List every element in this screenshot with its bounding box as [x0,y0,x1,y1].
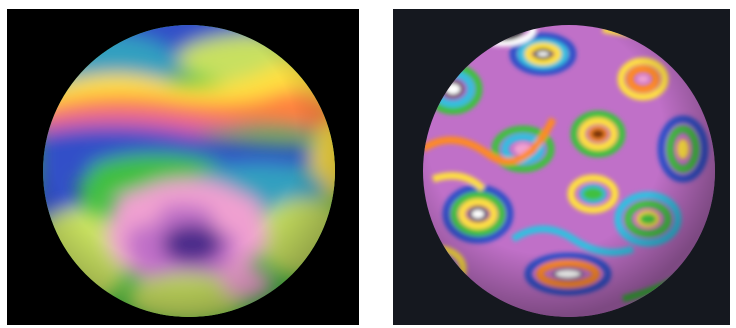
right-sphere-image [393,9,730,325]
left-sphere-panel [7,9,359,325]
left-sphere-image [7,9,359,325]
right-sphere [423,25,715,317]
right-sphere-panel [393,9,730,325]
